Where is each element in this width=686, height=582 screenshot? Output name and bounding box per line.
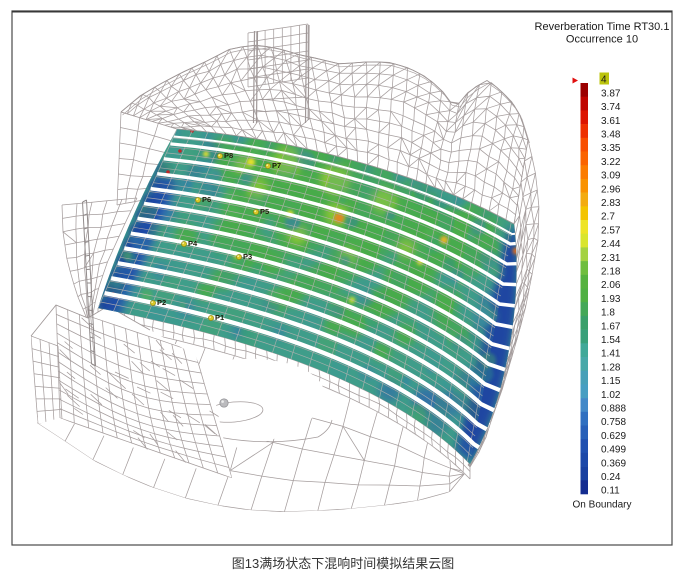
svg-text:0.499: 0.499 [601, 445, 626, 456]
svg-text:0.24: 0.24 [601, 472, 621, 483]
svg-text:2.83: 2.83 [601, 198, 621, 209]
svg-text:0.629: 0.629 [601, 431, 626, 442]
svg-text:P2: P2 [157, 298, 166, 307]
svg-text:2.44: 2.44 [601, 239, 621, 250]
svg-text:3.61: 3.61 [601, 116, 621, 127]
svg-text:2.31: 2.31 [601, 253, 621, 264]
svg-text:Occurrence 10: Occurrence 10 [566, 34, 638, 46]
svg-text:0.888: 0.888 [601, 404, 626, 415]
svg-text:3.22: 3.22 [601, 157, 621, 168]
svg-text:2.57: 2.57 [601, 225, 621, 236]
svg-text:2.96: 2.96 [601, 184, 621, 195]
svg-text:3.87: 3.87 [601, 88, 621, 99]
svg-text:1.54: 1.54 [601, 335, 621, 346]
svg-text:1.02: 1.02 [601, 390, 621, 401]
svg-text:P5: P5 [260, 207, 269, 216]
svg-text:1.28: 1.28 [601, 362, 621, 373]
svg-text:图13满场状态下混响时间模拟结果云图: 图13满场状态下混响时间模拟结果云图 [232, 556, 454, 571]
svg-text:3.74: 3.74 [601, 102, 621, 113]
svg-text:0.369: 0.369 [601, 458, 626, 469]
svg-text:P1: P1 [215, 313, 224, 322]
svg-text:0.758: 0.758 [601, 417, 626, 428]
svg-text:0.11: 0.11 [601, 486, 620, 497]
svg-text:3.09: 3.09 [601, 171, 621, 182]
svg-text:3.35: 3.35 [601, 143, 621, 154]
svg-text:1.15: 1.15 [601, 376, 621, 387]
svg-text:P8: P8 [224, 151, 233, 160]
svg-text:P4: P4 [188, 239, 198, 248]
svg-text:P7: P7 [272, 161, 281, 170]
svg-text:2.7: 2.7 [601, 212, 615, 223]
svg-text:3.48: 3.48 [601, 130, 621, 141]
svg-text:P3: P3 [243, 252, 252, 261]
svg-text:1.41: 1.41 [601, 349, 621, 360]
svg-text:On Boundary: On Boundary [573, 500, 632, 511]
svg-text:1.8: 1.8 [601, 308, 615, 319]
svg-text:2.06: 2.06 [601, 280, 621, 291]
svg-text:P6: P6 [202, 195, 211, 204]
svg-text:2.18: 2.18 [601, 267, 621, 278]
svg-text:1.93: 1.93 [601, 294, 621, 305]
svg-text:1.67: 1.67 [601, 321, 621, 332]
svg-text:Reverberation Time RT30.1: Reverberation Time RT30.1 [535, 21, 670, 33]
svg-text:4: 4 [601, 75, 607, 86]
